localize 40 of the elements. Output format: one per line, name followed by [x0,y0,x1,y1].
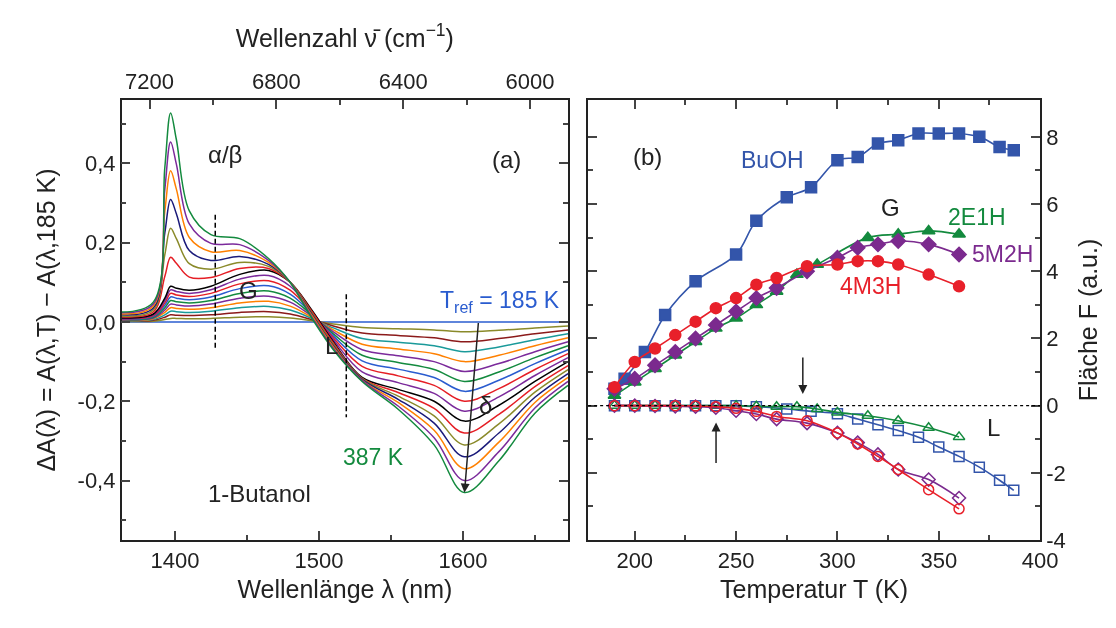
y-axis-title: ΔA(λ) = A(λ,T) − A(λ,185 K) [31,168,60,472]
x-tick-label: 1400 [150,548,200,574]
y-tick-label: -2 [1046,460,1066,486]
x2-tick-label: 7200 [125,69,175,95]
x2-axis-title: Wellenzahl ν̄ (cm$^{−1}$) [235,20,454,52]
series-label: T$_{ref}$ = 185 K [440,287,560,316]
x2-tick-label: 6000 [505,69,555,95]
x2-tick-label: 6400 [378,69,428,95]
y-axis-title: Fläche F (a.u.) [1074,238,1103,402]
series-label: BuOH [741,147,804,173]
y-tick-label: 2 [1046,326,1059,352]
annotation: α/β [208,141,243,168]
y-tick-label: 0 [1046,393,1059,419]
annotation: L [987,414,1001,441]
x-axis-title: Temperatur T (K) [720,574,909,603]
annotation: (a) [492,146,522,173]
x-axis-title: Wellenlänge λ (nm) [237,574,453,603]
y-tick-label: 0,0 [84,309,116,335]
annotation: (b) [633,143,663,170]
annotation: L [325,332,339,359]
y-tick-label: 0,4 [84,151,116,177]
series-label: 4M3H [840,273,902,299]
x2-tick-label: 6800 [251,69,301,95]
y-tick-label: 4 [1046,258,1059,284]
x-tick-label: 1500 [294,548,344,574]
x-tick-label: 250 [717,548,755,574]
y-tick-label: 6 [1046,191,1059,217]
y-tick-label: 8 [1046,124,1059,150]
x-tick-label: 1600 [438,548,488,574]
x-tick-label: 200 [616,548,654,574]
series-label: 387 K [343,444,404,470]
series-label: 2E1H [948,204,1006,230]
x-tick-label: 300 [819,548,856,574]
y-tick-label: -0,2 [77,388,116,414]
y-tick-label: -0,4 [77,468,116,494]
series-label: 5M2H [972,241,1034,267]
y-tick-label: 0,2 [84,230,116,256]
x-tick-label: 350 [920,548,958,574]
annotation: 1-Butanol [208,480,311,507]
annotation: G [881,194,900,221]
